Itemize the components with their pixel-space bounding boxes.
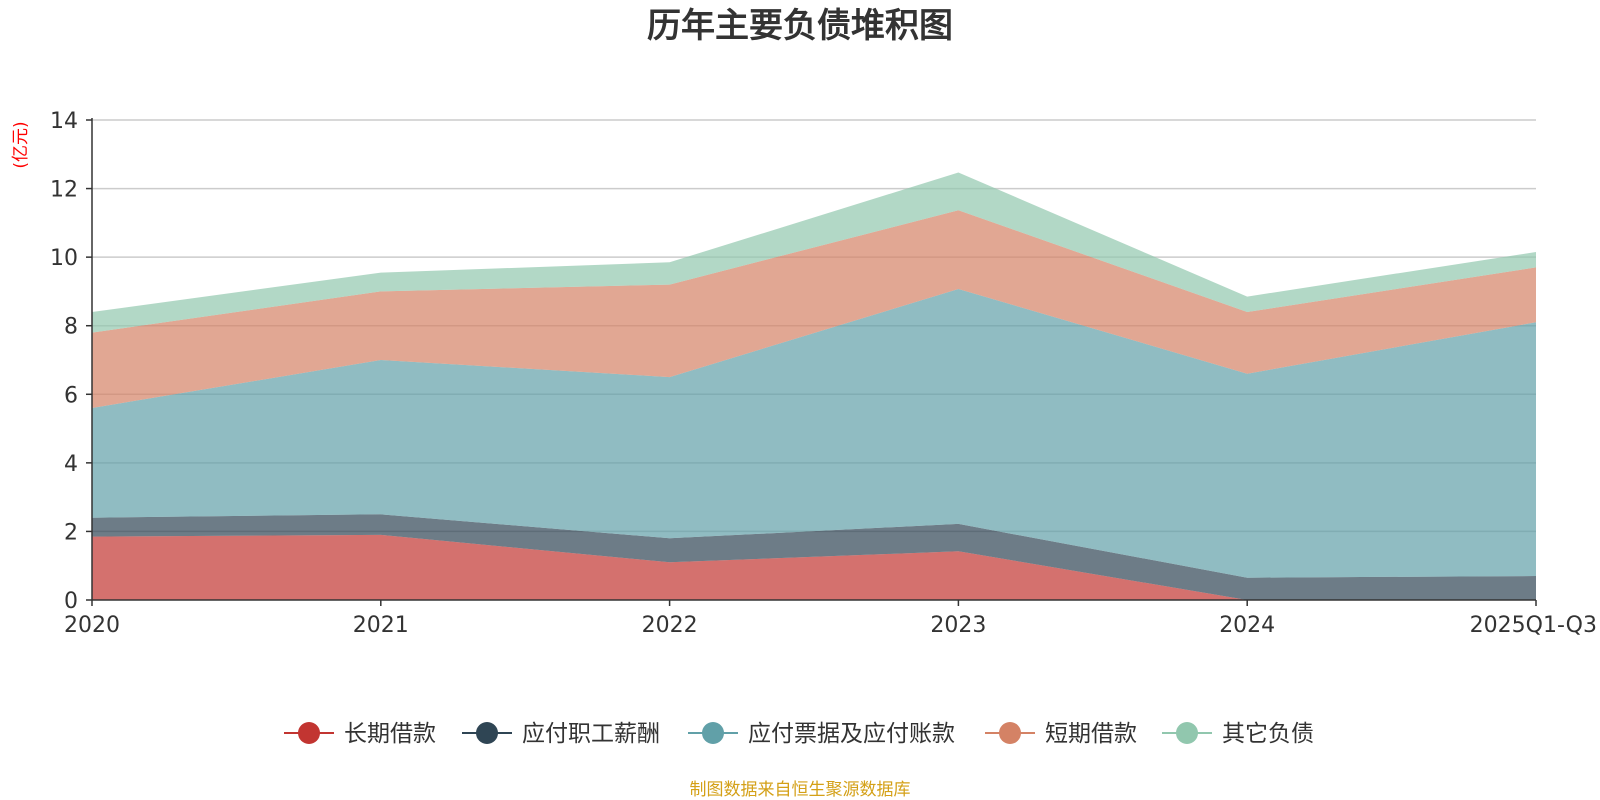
y-tick-label: 8 xyxy=(64,315,78,340)
legend-marker xyxy=(476,722,498,744)
y-tick-label: 2 xyxy=(64,520,78,545)
x-tick-label: 2023 xyxy=(930,613,986,638)
legend-marker xyxy=(702,722,724,744)
legend-item-2[interactable]: 应付票据及应付账款 xyxy=(688,721,955,747)
legend-marker xyxy=(999,722,1021,744)
axes: 0 2 4 6 8 10 12 14 2020 2021 2022 2023 2024 2025Q1-Q3 xyxy=(50,109,1597,638)
legend-marker xyxy=(298,722,320,744)
legend-label: 其它负债 xyxy=(1222,721,1314,747)
legend-item-3[interactable]: 短期借款 xyxy=(985,721,1137,747)
y-tick-label: 10 xyxy=(50,246,78,271)
area-series-3 xyxy=(92,210,1536,408)
x-tick-label: 2020 xyxy=(64,613,120,638)
x-tick-label: 2022 xyxy=(642,613,698,638)
y-tick-label: 14 xyxy=(50,109,78,134)
legend-item-0[interactable]: 长期借款 xyxy=(284,721,436,747)
y-tick-label: 6 xyxy=(64,383,78,408)
x-tick-label: 2025Q1-Q3 xyxy=(1470,613,1597,638)
x-tick-label: 2021 xyxy=(353,613,409,638)
area-series-group xyxy=(92,172,1536,600)
area-series-0 xyxy=(92,534,1536,600)
area-series-2 xyxy=(92,289,1536,578)
legend-marker xyxy=(1176,722,1198,744)
y-unit-label: (亿元) xyxy=(11,121,31,168)
chart-title: 历年主要负债堆积图 xyxy=(647,6,953,46)
y-tick-label: 0 xyxy=(64,589,78,614)
y-tick-label: 4 xyxy=(64,452,78,477)
source-footer: 制图数据来自恒生聚源数据库 xyxy=(690,780,911,800)
legend-item-4[interactable]: 其它负债 xyxy=(1162,721,1314,747)
legend-label: 应付职工薪酬 xyxy=(522,721,660,747)
y-tick-label: 12 xyxy=(50,178,78,203)
legend-item-1[interactable]: 应付职工薪酬 xyxy=(462,721,660,747)
legend-label: 长期借款 xyxy=(344,721,436,747)
x-tick-label: 2024 xyxy=(1219,613,1275,638)
legend-label: 短期借款 xyxy=(1045,721,1137,747)
area-series-1 xyxy=(92,514,1536,600)
legend-label: 应付票据及应付账款 xyxy=(748,721,955,747)
legend: 长期借款 应付职工薪酬 应付票据及应付账款 短期借款 其它负债 xyxy=(284,721,1314,747)
